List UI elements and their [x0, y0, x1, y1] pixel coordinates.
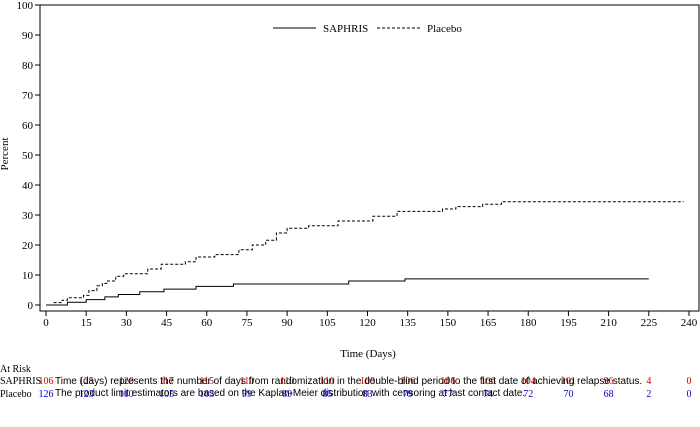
x-tick-label: 75 [241, 317, 253, 329]
series-line-placebo [46, 201, 684, 306]
at-risk-count: 101 [561, 376, 576, 387]
legend-label-placebo: Placebo [427, 23, 462, 35]
at-risk-count: 106 [400, 376, 415, 387]
at-risk-count: 120 [119, 376, 134, 387]
x-tick-label: 165 [480, 317, 497, 329]
x-axis: 0 15 30 45 60 75 90 105 120 135 150 165 180 195 210 225… [43, 311, 698, 329]
footnote-2: The product limit estimators are based o… [55, 388, 526, 399]
y-tick-label: 10 [22, 270, 34, 282]
y-axis-title: Percent [0, 138, 11, 171]
x-tick-label: 180 [520, 317, 537, 329]
plot-frame [39, 4, 700, 312]
at-risk-count: 68 [604, 389, 614, 400]
x-tick-label: 60 [201, 317, 213, 329]
at-risk-count: 2 [646, 389, 651, 400]
x-tick-label: 240 [681, 317, 698, 329]
at-risk-count: 77 [443, 389, 453, 400]
at-risk-count: 4 [646, 376, 651, 387]
x-tick-label: 150 [440, 317, 457, 329]
y-tick-label: 50 [22, 150, 34, 162]
at-risk-count: 85 [322, 389, 332, 400]
y-axis: 0 10 20 30 40 50 60 70 80 90 100 [17, 0, 40, 312]
at-risk-count: 110 [320, 376, 335, 387]
at-risk-count: 117 [159, 376, 174, 387]
at-risk-count: 106 [481, 376, 496, 387]
y-tick-label: 40 [22, 180, 34, 192]
at-risk-count: 108 [360, 376, 375, 387]
at-risk-row-label: Placebo [0, 389, 32, 400]
y-tick-label: 90 [22, 30, 34, 42]
at-risk-count: 106 [39, 376, 54, 387]
x-tick-label: 90 [282, 317, 294, 329]
x-tick-label: 195 [560, 317, 577, 329]
y-tick-label: 0 [28, 300, 34, 312]
y-tick-label: 100 [17, 0, 34, 12]
at-risk-count: 123 [79, 389, 94, 400]
at-risk-count: 103 [199, 389, 214, 400]
x-tick-label: 105 [319, 317, 336, 329]
at-risk-count: 0 [687, 376, 692, 387]
at-risk-count: 105 [159, 389, 174, 400]
at-risk-count: 74 [483, 389, 493, 400]
y-tick-label: 30 [22, 210, 34, 222]
at-risk-count: 96 [604, 376, 614, 387]
y-tick-label: 80 [22, 60, 34, 72]
x-tick-label: 0 [43, 317, 49, 329]
at-risk-count: 0 [687, 389, 692, 400]
x-tick-label: 210 [600, 317, 617, 329]
at-risk-count: 110 [119, 389, 134, 400]
at-risk-count: 115 [199, 376, 214, 387]
y-tick-label: 20 [22, 240, 34, 252]
at-risk-count: 83 [363, 389, 373, 400]
at-risk-count: 79 [403, 389, 413, 400]
y-tick-label: 70 [22, 90, 34, 102]
at-risk-count: 110 [240, 376, 255, 387]
at-risk-count: 104 [521, 376, 536, 387]
y-tick-label: 60 [22, 120, 34, 132]
at-risk-count: 110 [280, 376, 295, 387]
legend: SAPHRIS Placebo [273, 23, 462, 35]
at-risk-count: 106 [440, 376, 455, 387]
x-axis-title: Time (Days) [340, 348, 396, 360]
x-tick-label: 120 [359, 317, 376, 329]
footnote-1: Time (days) represents the number of day… [55, 376, 643, 387]
legend-label-saphris: SAPHRIS [323, 23, 368, 35]
at-risk-count: 126 [39, 389, 54, 400]
x-tick-label: 30 [121, 317, 133, 329]
x-tick-label: 225 [641, 317, 658, 329]
series-line-saphris [46, 278, 649, 306]
at-risk-count: 89 [282, 389, 292, 400]
at-risk-count: 125 [79, 376, 94, 387]
at-risk-count: 72 [523, 389, 533, 400]
x-tick-label: 45 [161, 317, 173, 329]
at-risk-count: 70 [563, 389, 573, 400]
at-risk-header: At Risk [0, 364, 31, 375]
at-risk-count: 99 [242, 389, 252, 400]
x-tick-label: 15 [81, 317, 93, 329]
series-group [46, 201, 684, 306]
x-tick-label: 135 [399, 317, 416, 329]
at-risk-row-label: SAPHRIS [0, 376, 41, 387]
